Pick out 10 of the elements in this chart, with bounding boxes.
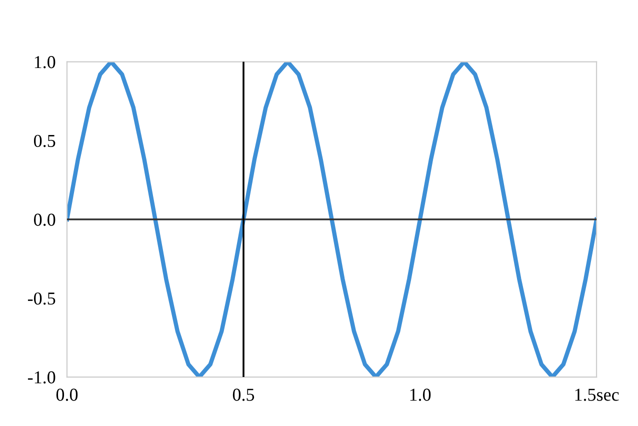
x-tick-label: 0.5 bbox=[232, 388, 254, 401]
line-series bbox=[66, 62, 597, 378]
y-tick-label: 1.0 bbox=[34, 56, 56, 68]
y-tick-label: 0.0 bbox=[34, 214, 56, 226]
y-tick-label: 0.5 bbox=[34, 134, 56, 148]
x-tick-label: 1.0 bbox=[410, 388, 431, 401]
y-tick-label: -1.0 bbox=[28, 371, 56, 384]
y-tick-label: -0.5 bbox=[28, 292, 56, 305]
x-tick-label: 0.0 bbox=[56, 388, 78, 401]
x-tick-label: 1.5sec bbox=[575, 388, 619, 401]
